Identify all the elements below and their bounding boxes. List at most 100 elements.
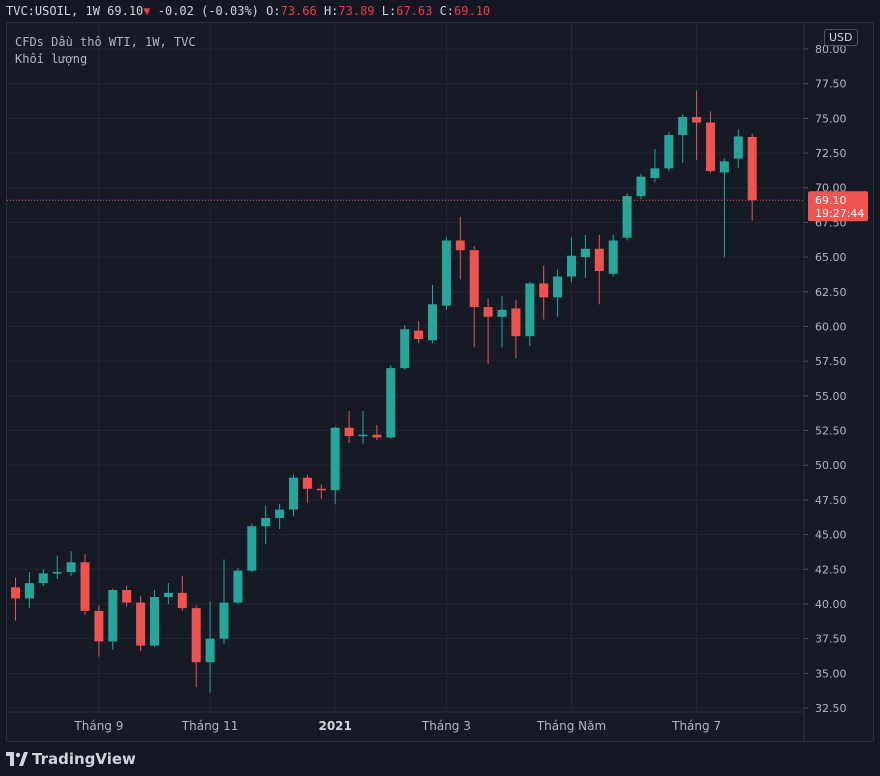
candle-body <box>136 602 146 646</box>
candle-body <box>344 427 354 437</box>
candle-body <box>414 330 424 339</box>
y-tick-label: 40.00 <box>815 598 847 611</box>
candle <box>622 193 632 241</box>
price-badge: 69.10 19:27:44 <box>808 191 868 222</box>
candle-body <box>567 255 576 277</box>
y-tick-label: 60.00 <box>815 320 847 333</box>
candle-body <box>455 240 465 251</box>
open-value: 73.66 <box>280 4 317 18</box>
candle <box>733 129 743 169</box>
candle <box>289 474 298 517</box>
candle-body <box>108 590 118 642</box>
currency-button[interactable]: USD <box>824 29 858 46</box>
symbol-name[interactable]: TVC:USOIL, 1W <box>6 4 100 18</box>
candle-body <box>553 276 563 298</box>
x-tick-label: Tháng 7 <box>671 719 721 733</box>
candle <box>441 237 451 310</box>
candle-body <box>247 526 257 571</box>
candle <box>539 265 549 320</box>
y-tick-label: 37.50 <box>815 633 847 646</box>
candle-body <box>358 434 368 437</box>
candle <box>747 133 757 221</box>
candle-body <box>163 592 173 598</box>
candle <box>24 572 34 609</box>
candle-body <box>469 250 479 308</box>
candle <box>594 234 604 305</box>
candle-body <box>302 477 312 489</box>
tradingview-logo-icon <box>6 752 28 766</box>
y-tick-label: 42.50 <box>815 563 847 576</box>
candle <box>247 523 257 573</box>
candle-body <box>511 308 521 337</box>
y-tick-label: 75.00 <box>815 112 847 125</box>
y-tick-label: 77.50 <box>815 78 847 91</box>
candle-body <box>747 136 757 201</box>
candle-body <box>316 488 326 491</box>
candle <box>580 234 590 278</box>
candle-body <box>150 597 159 646</box>
candle-body <box>80 562 90 611</box>
candle <box>302 474 312 503</box>
candle <box>650 148 660 183</box>
high-label: H: <box>323 4 339 18</box>
candle <box>372 424 382 441</box>
change-down-arrow-icon: ▼ <box>143 4 151 18</box>
candle-body <box>261 517 271 527</box>
candle <box>636 173 646 199</box>
candle <box>525 282 535 346</box>
candle <box>497 295 507 348</box>
candle-body <box>525 283 535 337</box>
y-tick-label: 62.50 <box>815 286 847 299</box>
candle-body <box>692 116 702 123</box>
candle <box>511 300 521 359</box>
candle <box>414 320 424 344</box>
y-tick-label: 80.00 <box>815 43 847 56</box>
close-value: 69.10 <box>454 4 491 18</box>
candle <box>94 605 104 657</box>
candle <box>38 569 48 586</box>
candle-body <box>539 283 549 298</box>
candle-body <box>594 248 604 271</box>
candle <box>664 132 674 172</box>
candle <box>163 583 173 604</box>
candle-body <box>608 240 618 274</box>
candle-body <box>719 161 729 173</box>
candle-body <box>275 509 285 518</box>
candle <box>344 411 354 444</box>
candle-body <box>38 573 48 584</box>
candle-body <box>330 427 340 491</box>
legend-title[interactable]: CFDs Dầu thô WTI, 1W, TVC <box>15 35 196 49</box>
candle <box>692 90 702 160</box>
price-badge-price: 69.10 <box>815 194 847 207</box>
chart-legend: CFDs Dầu thô WTI, 1W, TVC Khối lượng <box>15 34 196 68</box>
candle-body <box>650 168 660 179</box>
candle-body <box>191 608 201 663</box>
x-tick-label: 2021 <box>318 719 351 733</box>
candle-body <box>428 304 437 341</box>
candle-body <box>483 307 493 317</box>
price-change: -0.02 (-0.03%) <box>157 4 259 18</box>
candle-body <box>66 562 76 573</box>
candle-body <box>94 610 104 642</box>
candle <box>66 551 76 577</box>
y-tick-label: 57.50 <box>815 355 847 368</box>
candle <box>219 559 229 645</box>
candle <box>205 601 215 693</box>
low-label: L: <box>381 4 397 18</box>
candle <box>678 114 688 163</box>
footer-brand[interactable]: TradingView <box>6 746 136 772</box>
candle-body <box>177 592 187 609</box>
candle-body <box>205 638 215 663</box>
y-tick-label: 32.50 <box>815 702 847 715</box>
candle <box>122 585 132 607</box>
candle <box>150 590 159 647</box>
candle-body <box>678 116 688 136</box>
candle <box>80 554 90 616</box>
candle <box>136 595 146 652</box>
candle-body <box>289 477 298 510</box>
candle <box>469 246 479 348</box>
candle <box>358 411 368 445</box>
legend-volume[interactable]: Khối lượng <box>15 52 88 66</box>
candle <box>191 605 201 688</box>
